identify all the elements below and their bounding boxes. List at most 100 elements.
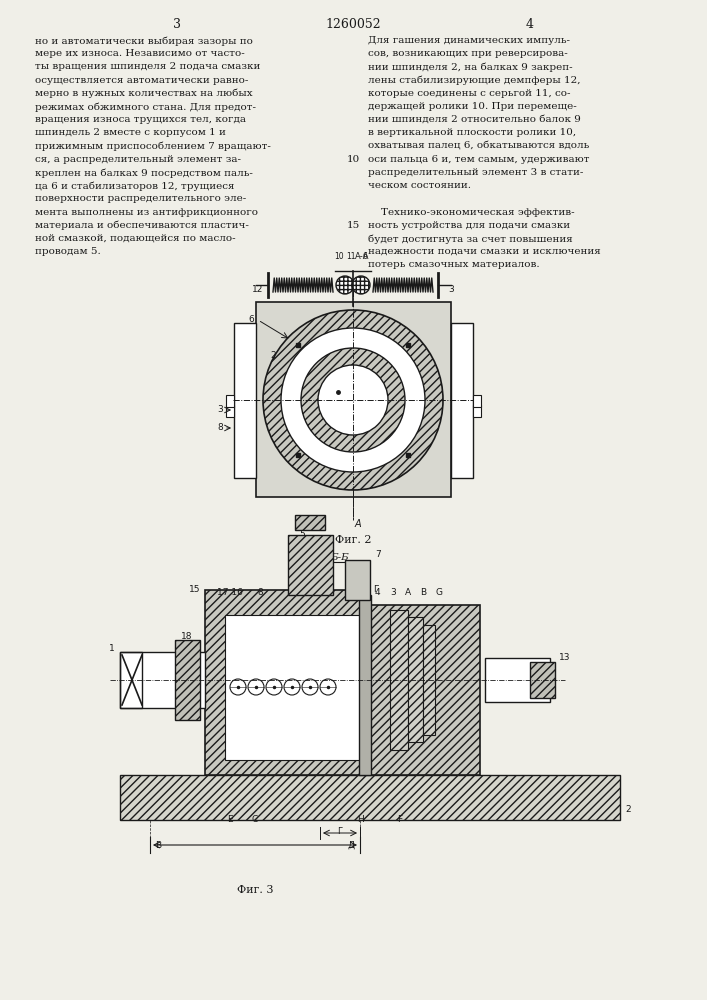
Text: 10: 10 <box>346 155 360 164</box>
Text: 3: 3 <box>390 588 396 597</box>
Text: 1260052: 1260052 <box>326 18 381 31</box>
Circle shape <box>281 328 425 472</box>
Bar <box>451 323 473 478</box>
Text: 3: 3 <box>217 406 223 414</box>
Circle shape <box>263 310 443 490</box>
Text: 5: 5 <box>299 530 305 539</box>
Text: мента выполнены из антифрикционного: мента выполнены из антифрикционного <box>35 208 258 217</box>
Text: ность устройства для подачи смазки: ность устройства для подачи смазки <box>368 221 570 230</box>
Circle shape <box>301 348 405 452</box>
Text: 1: 1 <box>400 434 406 443</box>
Text: в вертикальной плоскости ролики 10,: в вертикальной плоскости ролики 10, <box>368 128 576 137</box>
Text: Фиг. 2: Фиг. 2 <box>334 535 371 545</box>
Text: В: В <box>155 841 161 850</box>
Text: оси пальца 6 и, тем самым, удерживают: оси пальца 6 и, тем самым, удерживают <box>368 155 590 164</box>
Bar <box>530 662 555 698</box>
Text: 8: 8 <box>257 588 263 597</box>
Text: лены стабилизирующие демпферы 12,: лены стабилизирующие демпферы 12, <box>368 76 580 85</box>
Bar <box>226 405 234 417</box>
Bar <box>295 515 325 530</box>
Bar <box>175 640 200 720</box>
Circle shape <box>320 679 336 695</box>
Text: Е: Е <box>227 815 233 824</box>
Text: Д: Д <box>348 841 355 850</box>
Text: материала и обеспечиваются пластич-: материала и обеспечиваются пластич- <box>35 221 249 230</box>
Text: нии шпинделя 2, на балках 9 закреп-: нии шпинделя 2, на балках 9 закреп- <box>368 62 573 72</box>
Text: 11: 11 <box>346 252 356 261</box>
Text: мере их износа. Независимо от часто-: мере их износа. Независимо от часто- <box>35 49 245 58</box>
Text: н: н <box>343 387 348 396</box>
Text: проводам 5.: проводам 5. <box>35 247 101 256</box>
Text: Г: Г <box>337 827 343 836</box>
Text: 1: 1 <box>110 644 115 653</box>
Bar <box>390 610 408 750</box>
Bar <box>234 323 256 478</box>
Text: креплен на балках 9 посредством паль-: креплен на балках 9 посредством паль- <box>35 168 253 178</box>
Text: ческом состоянии.: ческом состоянии. <box>368 181 471 190</box>
Text: вращения износа трущихся тел, когда: вращения износа трущихся тел, когда <box>35 115 246 124</box>
Bar <box>120 775 620 820</box>
Text: 5: 5 <box>388 443 394 452</box>
Bar <box>473 395 481 407</box>
Circle shape <box>352 276 370 294</box>
Text: ца 6 и стабилизаторов 12, трущиеся: ца 6 и стабилизаторов 12, трущиеся <box>35 181 235 191</box>
Text: надежности подачи смазки и исключения: надежности подачи смазки и исключения <box>368 247 601 256</box>
Text: А: А <box>355 519 361 529</box>
Text: 15: 15 <box>346 221 360 230</box>
Bar <box>226 395 234 407</box>
Text: распределительный элемент 3 в стати-: распределительный элемент 3 в стати- <box>368 168 583 177</box>
Bar <box>295 515 325 530</box>
Bar <box>390 610 408 750</box>
Text: 13: 13 <box>559 653 571 662</box>
Text: потерь смазочных материалов.: потерь смазочных материалов. <box>368 260 539 269</box>
Text: В: В <box>420 588 426 597</box>
Bar <box>288 535 333 595</box>
Text: 3: 3 <box>448 286 454 294</box>
Bar <box>345 560 370 600</box>
Text: 7: 7 <box>375 550 381 559</box>
Text: но и автоматически выбирая зазоры по: но и автоматически выбирая зазоры по <box>35 36 253 45</box>
Text: F: F <box>397 815 402 824</box>
Bar <box>365 605 480 775</box>
Text: Н: Н <box>356 815 363 824</box>
Bar <box>205 590 365 775</box>
Text: мерно в нужных количествах на любых: мерно в нужных количествах на любых <box>35 89 252 98</box>
Text: 3: 3 <box>173 18 181 31</box>
Circle shape <box>318 365 388 435</box>
Text: 8: 8 <box>217 424 223 432</box>
Text: ты вращения шпинделя 2 подача смазки: ты вращения шпинделя 2 подача смазки <box>35 62 260 71</box>
Text: 2: 2 <box>625 805 631 814</box>
Bar <box>288 535 333 595</box>
Bar <box>365 605 480 775</box>
Circle shape <box>336 276 354 294</box>
Text: 4: 4 <box>526 18 534 31</box>
Circle shape <box>284 679 300 695</box>
Text: 18: 18 <box>181 632 193 641</box>
Text: Фиг. 3: Фиг. 3 <box>237 885 273 895</box>
Bar <box>120 652 142 708</box>
Bar <box>175 640 200 720</box>
Circle shape <box>248 679 264 695</box>
Bar <box>205 590 365 775</box>
Text: Технико-экономическая эффектив-: Технико-экономическая эффектив- <box>368 208 575 217</box>
Text: шпиндель 2 вместе с корпусом 1 и: шпиндель 2 вместе с корпусом 1 и <box>35 128 226 137</box>
Text: С: С <box>252 815 258 824</box>
Text: 12: 12 <box>252 286 263 294</box>
Circle shape <box>266 679 282 695</box>
Text: режимах обжимного стана. Для предот-: режимах обжимного стана. Для предот- <box>35 102 256 111</box>
Text: 2: 2 <box>270 351 276 360</box>
Text: ной смазкой, подающейся по масло-: ной смазкой, подающейся по масло- <box>35 234 235 243</box>
Text: осуществляется автоматически равно-: осуществляется автоматически равно- <box>35 76 248 85</box>
Text: 6: 6 <box>363 252 368 261</box>
Text: сов, возникающих при реверсирова-: сов, возникающих при реверсирова- <box>368 49 568 58</box>
Text: которые соединены с серьгой 11, со-: которые соединены с серьгой 11, со- <box>368 89 571 98</box>
Bar <box>256 302 451 497</box>
Text: А: А <box>405 588 411 597</box>
Text: держащей ролики 10. При перемеще-: держащей ролики 10. При перемеще- <box>368 102 577 111</box>
Circle shape <box>302 679 318 695</box>
Text: 6: 6 <box>248 316 254 324</box>
Bar <box>359 595 371 775</box>
Text: 17 16: 17 16 <box>217 588 243 597</box>
Bar <box>530 662 555 698</box>
Text: 10: 10 <box>334 252 344 261</box>
